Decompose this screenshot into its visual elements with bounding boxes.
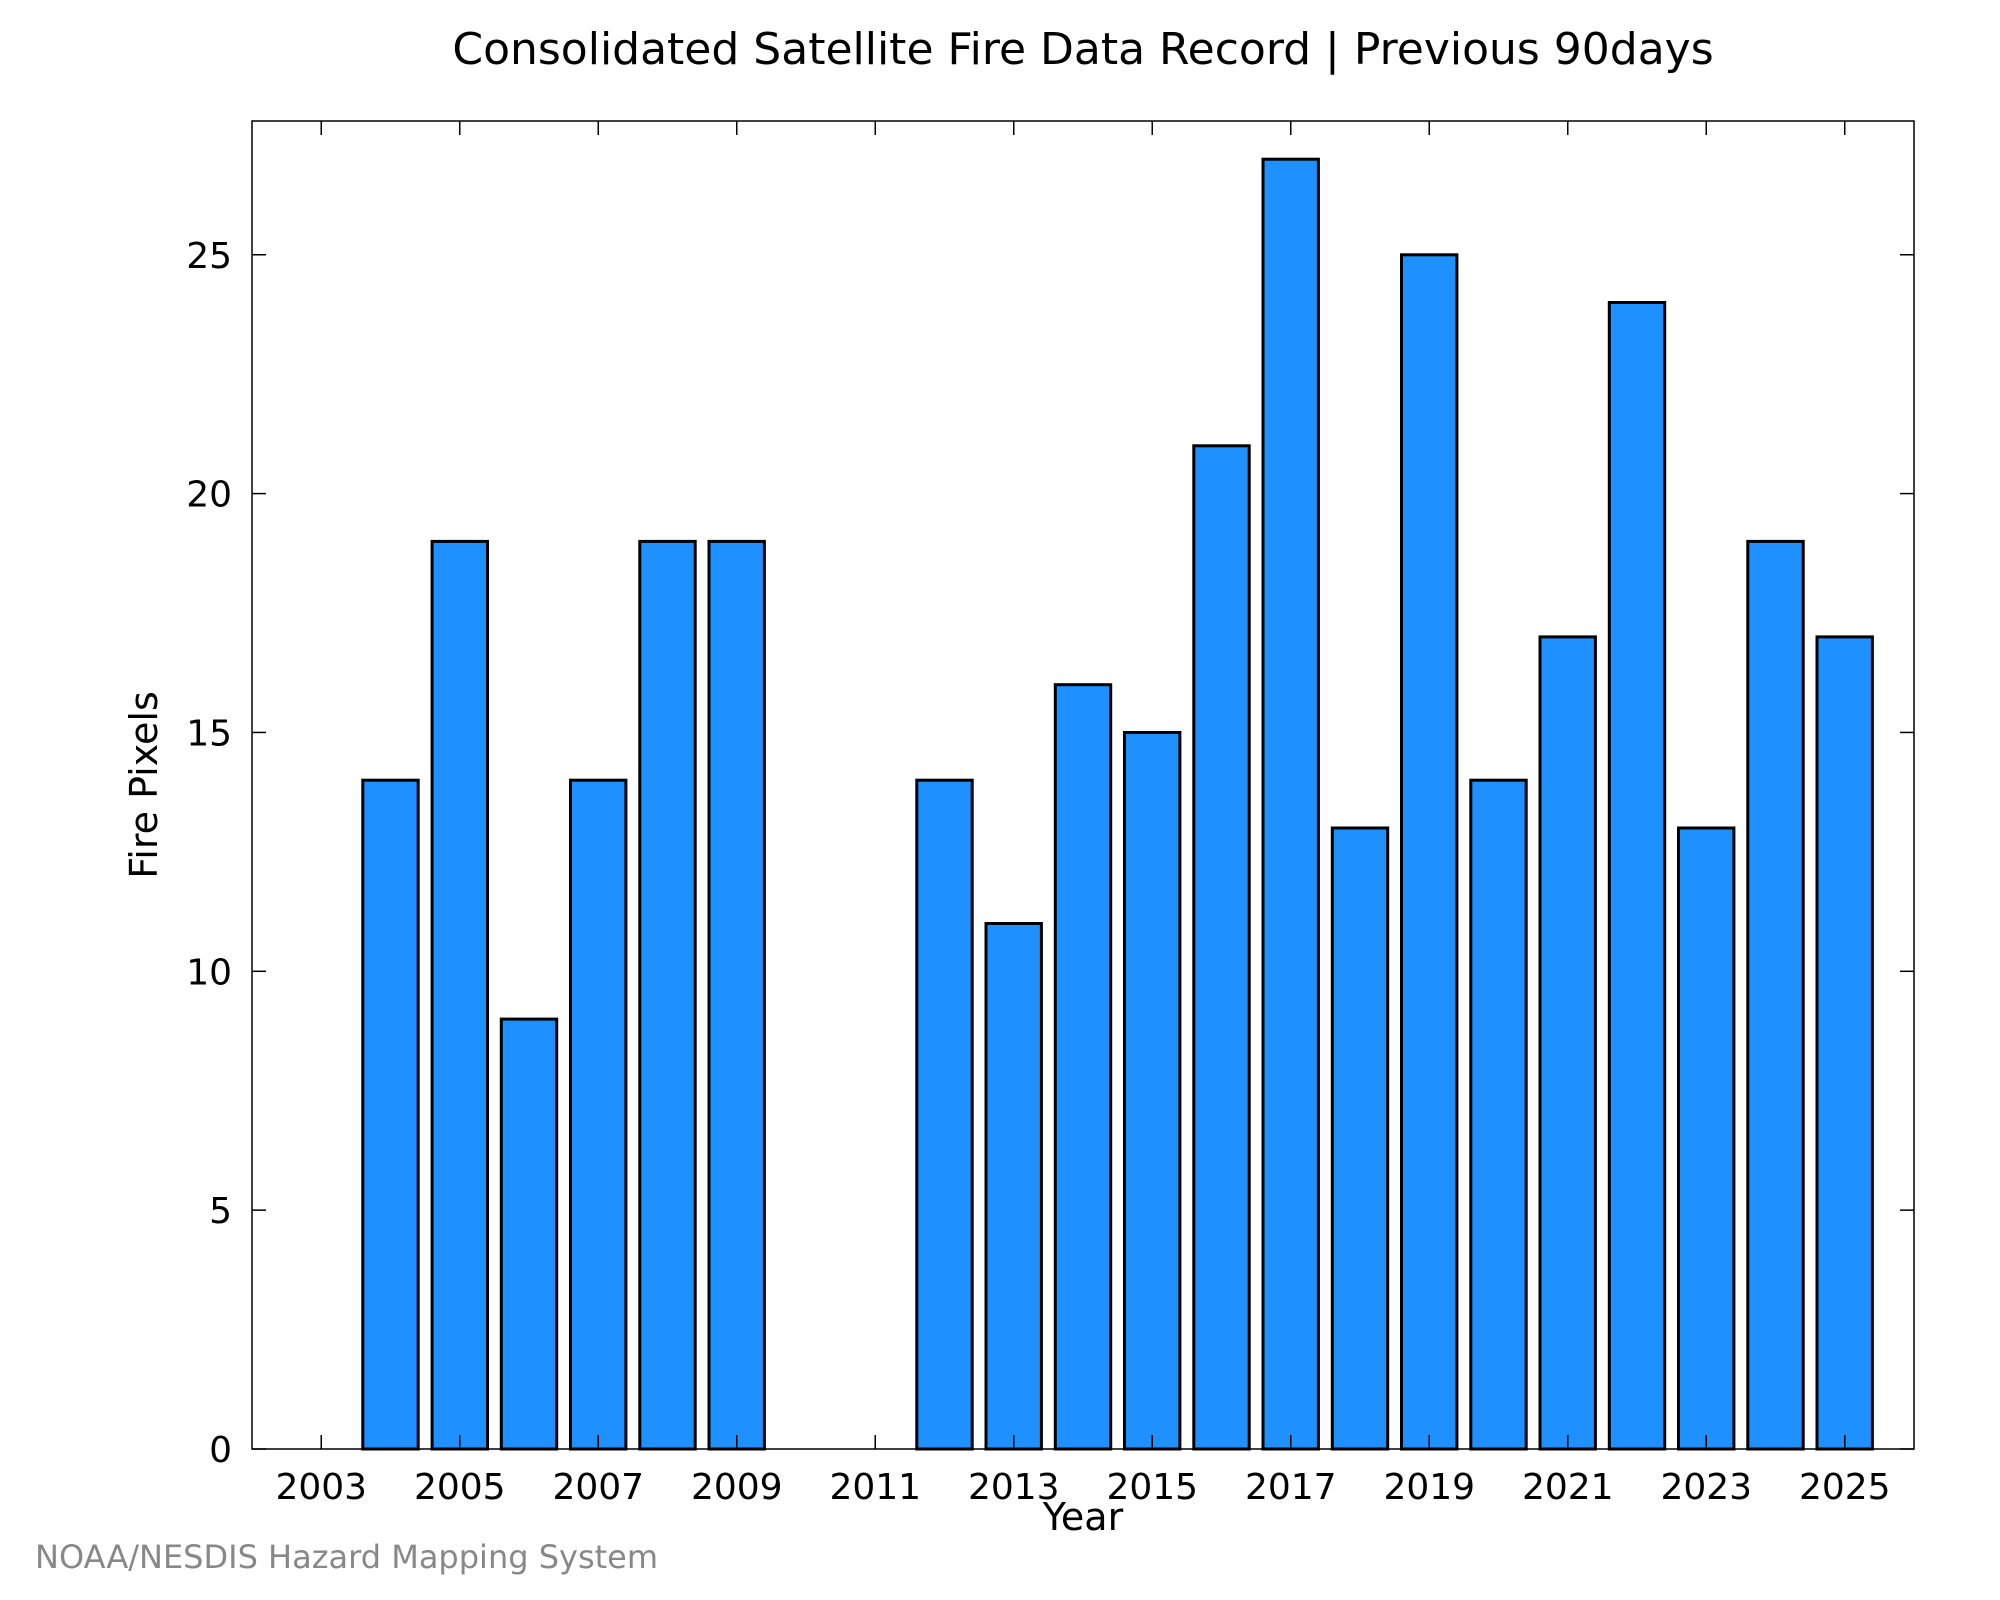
x-tick-label: 2009 [691, 1467, 783, 1508]
bar-2012 [915, 778, 974, 1451]
bar-2016 [1192, 444, 1251, 1451]
x-tick-label: 2021 [1522, 1467, 1614, 1508]
bar-2019 [1400, 253, 1459, 1451]
x-tick-label: 2017 [1245, 1467, 1337, 1508]
ticks-group: 2003 2005 2007 2009 2011 2013 2015 2017 2019 2021… [186, 121, 1914, 1508]
y-tick-label: 10 [186, 952, 232, 993]
plot-frame [251, 120, 1915, 1450]
x-tick-label: 2005 [414, 1467, 506, 1508]
bar-2020 [1469, 778, 1528, 1451]
y-tick-label: 5 [209, 1191, 232, 1232]
bar-2017 [1261, 157, 1320, 1451]
y-tick-label: 25 [186, 236, 232, 277]
x-tick-label: 2025 [1799, 1467, 1891, 1508]
bar-2007 [569, 778, 628, 1451]
bar-2018 [1330, 826, 1390, 1451]
x-axis-label: Year [1042, 1495, 1124, 1539]
bar-2014 [1053, 683, 1113, 1451]
x-tick-label: 2023 [1660, 1467, 1752, 1508]
y-tick-label: 0 [209, 1430, 232, 1471]
credit-text: NOAA/NESDIS Hazard Mapping System [35, 1538, 659, 1576]
x-tick-label: 2015 [1106, 1467, 1198, 1508]
bar-2022 [1607, 301, 1667, 1451]
bar-2015 [1123, 731, 1182, 1451]
bar-2005 [430, 539, 490, 1451]
y-tick-label: 20 [186, 475, 232, 516]
bar-2009 [707, 539, 766, 1451]
x-tick-label: 2013 [968, 1467, 1060, 1508]
y-tick-label: 15 [186, 713, 232, 754]
x-tick-label: 2003 [275, 1467, 367, 1508]
bar-2021 [1538, 635, 1597, 1451]
x-tick-label: 2019 [1383, 1467, 1475, 1508]
bar-2025 [1815, 635, 1874, 1451]
x-tick-label: 2007 [552, 1467, 644, 1508]
y-axis-label: Fire Pixels [122, 691, 166, 879]
bar-2013 [984, 922, 1043, 1451]
bar-2006 [499, 1017, 559, 1451]
bar-2023 [1677, 826, 1736, 1451]
bar-2004 [361, 778, 420, 1451]
bars-group [361, 157, 1874, 1451]
bar-2008 [638, 539, 697, 1451]
bar-2024 [1746, 539, 1805, 1451]
x-tick-label: 2011 [829, 1467, 921, 1508]
chart-title: Consolidated Satellite Fire Data Record … [452, 24, 1713, 75]
